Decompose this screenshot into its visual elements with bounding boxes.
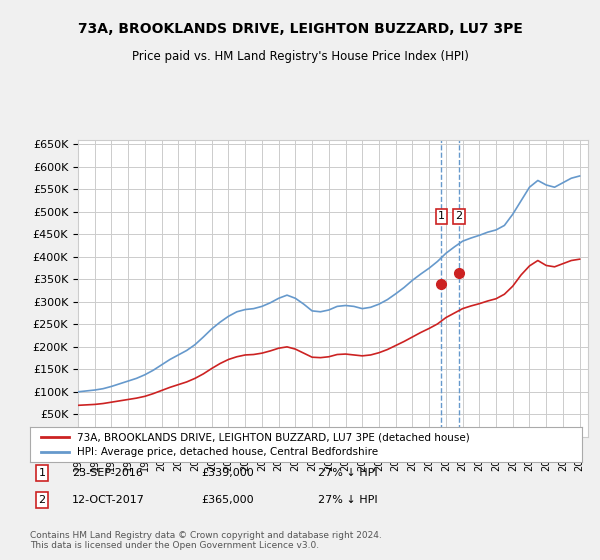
Text: 73A, BROOKLANDS DRIVE, LEIGHTON BUZZARD, LU7 3PE (detached house): 73A, BROOKLANDS DRIVE, LEIGHTON BUZZARD,… [77,432,470,442]
Text: Contains HM Land Registry data © Crown copyright and database right 2024.
This d: Contains HM Land Registry data © Crown c… [30,530,382,550]
Text: HPI: Average price, detached house, Central Bedfordshire: HPI: Average price, detached house, Cent… [77,447,378,458]
Text: £339,000: £339,000 [202,468,254,478]
Text: 27% ↓ HPI: 27% ↓ HPI [318,468,378,478]
Text: £365,000: £365,000 [202,495,254,505]
Text: 1: 1 [438,212,445,221]
Text: 1: 1 [38,468,46,478]
Text: 23-SEP-2016: 23-SEP-2016 [73,468,143,478]
Text: 2: 2 [38,495,46,505]
Text: 27% ↓ HPI: 27% ↓ HPI [318,495,378,505]
Text: 2: 2 [455,212,463,221]
Text: 73A, BROOKLANDS DRIVE, LEIGHTON BUZZARD, LU7 3PE: 73A, BROOKLANDS DRIVE, LEIGHTON BUZZARD,… [77,22,523,36]
Text: 12-OCT-2017: 12-OCT-2017 [71,495,145,505]
Text: Price paid vs. HM Land Registry's House Price Index (HPI): Price paid vs. HM Land Registry's House … [131,50,469,63]
